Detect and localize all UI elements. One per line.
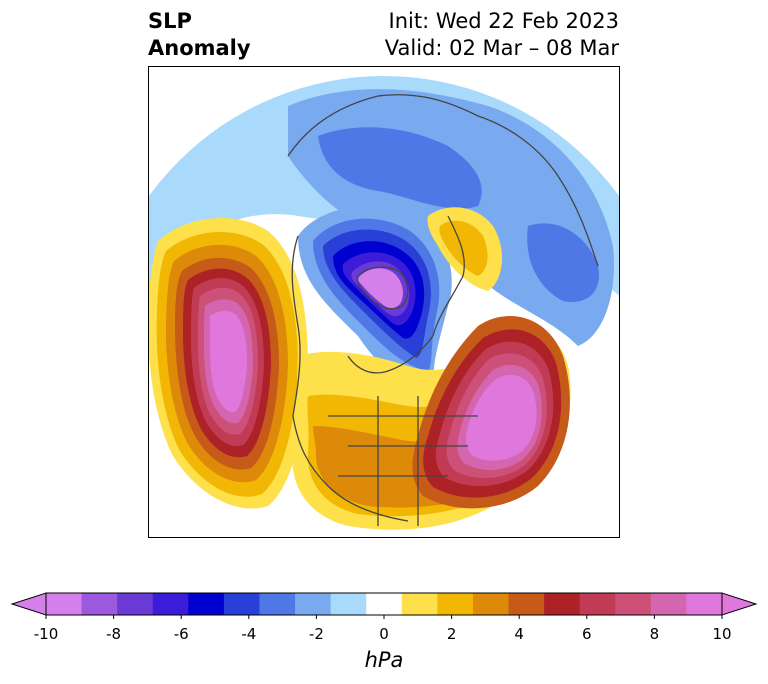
colorbar-swatch bbox=[259, 593, 296, 615]
colorbar-swatch bbox=[650, 593, 687, 615]
colorbar-swatch bbox=[615, 593, 652, 615]
colorbar-tick-label: -2 bbox=[309, 625, 324, 643]
coastlines bbox=[287, 94, 599, 526]
date-info: Init: Wed 22 Feb 2023 Valid: 02 Mar – 08… bbox=[385, 8, 619, 62]
colorbar-tick-label: -8 bbox=[106, 625, 121, 643]
slp-anomaly-map bbox=[148, 66, 620, 538]
colorbar-swatch bbox=[295, 593, 332, 615]
colorbar-swatch bbox=[508, 593, 545, 615]
scandinavia-high bbox=[427, 207, 503, 291]
colorbar-swatch bbox=[46, 593, 83, 615]
colorbar-swatch bbox=[472, 593, 510, 615]
colorbar-swatch bbox=[223, 593, 260, 615]
colorbar-tick-label: 2 bbox=[447, 625, 457, 643]
colorbar-tick-label: -10 bbox=[34, 625, 59, 643]
title-line-2: Anomaly bbox=[148, 36, 251, 60]
colorbar-unit-label: hPa bbox=[365, 648, 404, 672]
valid-range: Valid: 02 Mar – 08 Mar bbox=[384, 36, 619, 60]
colorbar-ticks: -10 -8 -6 -4 -2 0 2 4 6 8 10 bbox=[34, 615, 732, 643]
colorbar-swatch bbox=[579, 593, 616, 615]
colorbar-swatch bbox=[188, 593, 225, 615]
north-pacific-high bbox=[148, 218, 308, 509]
colorbar-swatch bbox=[81, 593, 118, 615]
colorbar-swatch bbox=[686, 593, 723, 615]
colorbar-tick-label: 10 bbox=[712, 625, 731, 643]
colorbar-swatch bbox=[152, 593, 189, 615]
colorbar-extend-low bbox=[10, 592, 47, 616]
colorbar-swatch bbox=[437, 593, 474, 615]
colorbar-swatch bbox=[366, 593, 403, 615]
colorbar-tick-label: -6 bbox=[174, 625, 189, 643]
init-date: Init: Wed 22 Feb 2023 bbox=[388, 9, 619, 33]
colorbar-swatch bbox=[401, 593, 438, 615]
colorbar-extend-high bbox=[721, 592, 758, 616]
colorbar-swatch bbox=[117, 593, 154, 615]
chart-title: SLP Anomaly bbox=[148, 8, 251, 62]
arctic-low bbox=[298, 205, 452, 388]
colorbar-tick-label: 0 bbox=[379, 625, 389, 643]
colorbar-swatch bbox=[544, 593, 581, 615]
title-line-1: SLP bbox=[148, 9, 192, 33]
colorbar-tick-label: -4 bbox=[241, 625, 256, 643]
colorbar-tick-label: 4 bbox=[514, 625, 524, 643]
colorbar-swatch bbox=[330, 593, 367, 615]
colorbar: -10 -8 -6 -4 -2 0 2 4 6 8 10 hPa bbox=[10, 592, 758, 672]
colorbar-tick-label: 6 bbox=[582, 625, 592, 643]
north-atlantic-high bbox=[412, 316, 570, 509]
colorbar-tick-label: 8 bbox=[650, 625, 660, 643]
colorbar-fills bbox=[10, 592, 758, 616]
